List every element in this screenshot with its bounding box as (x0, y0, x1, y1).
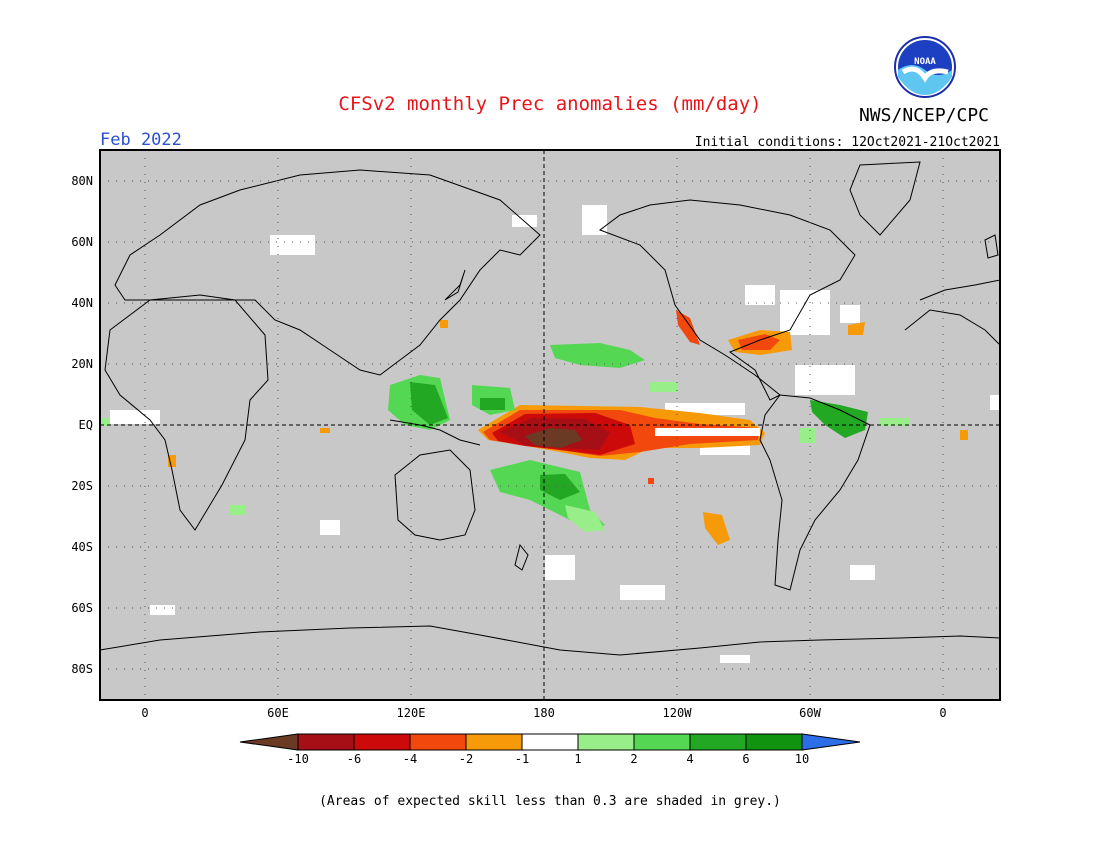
wet-north-pacific (550, 343, 645, 368)
lon-label: 180 (533, 706, 555, 720)
longitude-axis: 0 60E 120E 180 120W 60W 0 (141, 706, 946, 720)
wet-south-america (810, 400, 868, 438)
latitude-axis: 80N 60N 40N 20N EQ 20S 40S 60S 80S (71, 174, 93, 676)
coast-japan (444, 269, 466, 301)
lat-label: 40S (71, 540, 93, 554)
wet-maritime-core (410, 382, 448, 425)
month-label: Feb 2022 (100, 130, 182, 150)
coast-north-america (598, 199, 856, 401)
legend-arrow-high (801, 733, 861, 751)
dry-south-pacific (703, 512, 730, 545)
coast-europe-right (919, 279, 1001, 301)
chart-title: CFSv2 monthly Prec anomalies (mm/day) (338, 93, 761, 115)
coast-eurasia (114, 169, 541, 376)
lat-label: 20N (71, 357, 93, 371)
legend-tick-label: 1 (574, 752, 581, 766)
legend-tick-label: 6 (742, 752, 749, 766)
coast-indonesia (389, 419, 481, 446)
wet-south-pacific-light (565, 505, 605, 532)
legend-tick-label: -1 (515, 752, 529, 766)
coastlines (99, 161, 1001, 656)
coast-south-america (759, 394, 871, 591)
coast-uk (984, 234, 999, 259)
dry-atlantic-ne (848, 322, 865, 335)
coast-greenland (849, 161, 921, 236)
legend-swatch (633, 733, 691, 751)
lat-label: 60N (71, 235, 93, 249)
dry-brown-region (525, 428, 582, 448)
legend-swatch (465, 733, 523, 751)
lat-label: 20S (71, 479, 93, 493)
lat-label: 80S (71, 662, 93, 676)
white-band (655, 428, 760, 436)
color-legend: -10 -6 -4 -2 -1 1 2 4 6 10 (239, 733, 861, 766)
lat-label: 60S (71, 601, 93, 615)
legend-tick-label: -10 (287, 752, 309, 766)
lon-label: 60E (267, 706, 289, 720)
legend-tick-label: 10 (795, 752, 809, 766)
lon-label: 120E (397, 706, 426, 720)
coast-antarctica (99, 625, 1001, 656)
legend-swatch (521, 733, 579, 751)
legend-tick-label: -2 (459, 752, 473, 766)
noaa-logo-icon: NOAA (894, 36, 956, 98)
legend-tick-label: -4 (403, 752, 417, 766)
lon-label: 120W (663, 706, 693, 720)
dry-california (676, 310, 700, 345)
legend-swatch (745, 733, 803, 751)
initial-conditions-label: Initial conditions: 12Oct2021-21Oct2021 (695, 135, 1000, 150)
coast-australia (394, 449, 476, 541)
footnote: (Areas of expected skill less than 0.3 a… (319, 794, 781, 809)
lon-label: 60W (799, 706, 821, 720)
agency-label: NWS/NCEP/CPC (859, 105, 989, 126)
coast-africa (104, 294, 269, 531)
lon-label: 0 (141, 706, 148, 720)
lat-label: 80N (71, 174, 93, 188)
map-panel (99, 149, 1001, 701)
legend-swatch (409, 733, 467, 751)
legend-tick-label: 2 (630, 752, 637, 766)
legend-swatch (577, 733, 635, 751)
legend-arrow-low (239, 733, 299, 751)
wet-south-pacific-core (540, 474, 580, 500)
legend-tick-label: 4 (686, 752, 693, 766)
coast-new-zealand (514, 543, 529, 571)
dry-gulf-core (738, 334, 780, 350)
legend-swatch (297, 733, 355, 751)
legend-swatch (689, 733, 747, 751)
lat-label: EQ (79, 418, 93, 432)
legend-swatch (353, 733, 411, 751)
map-frame (99, 149, 1001, 701)
logo-text: NOAA (914, 57, 936, 67)
lat-label: 40N (71, 296, 93, 310)
coast-africa-right (904, 309, 1001, 346)
lon-label: 0 (939, 706, 946, 720)
legend-tick-label: -6 (347, 752, 361, 766)
